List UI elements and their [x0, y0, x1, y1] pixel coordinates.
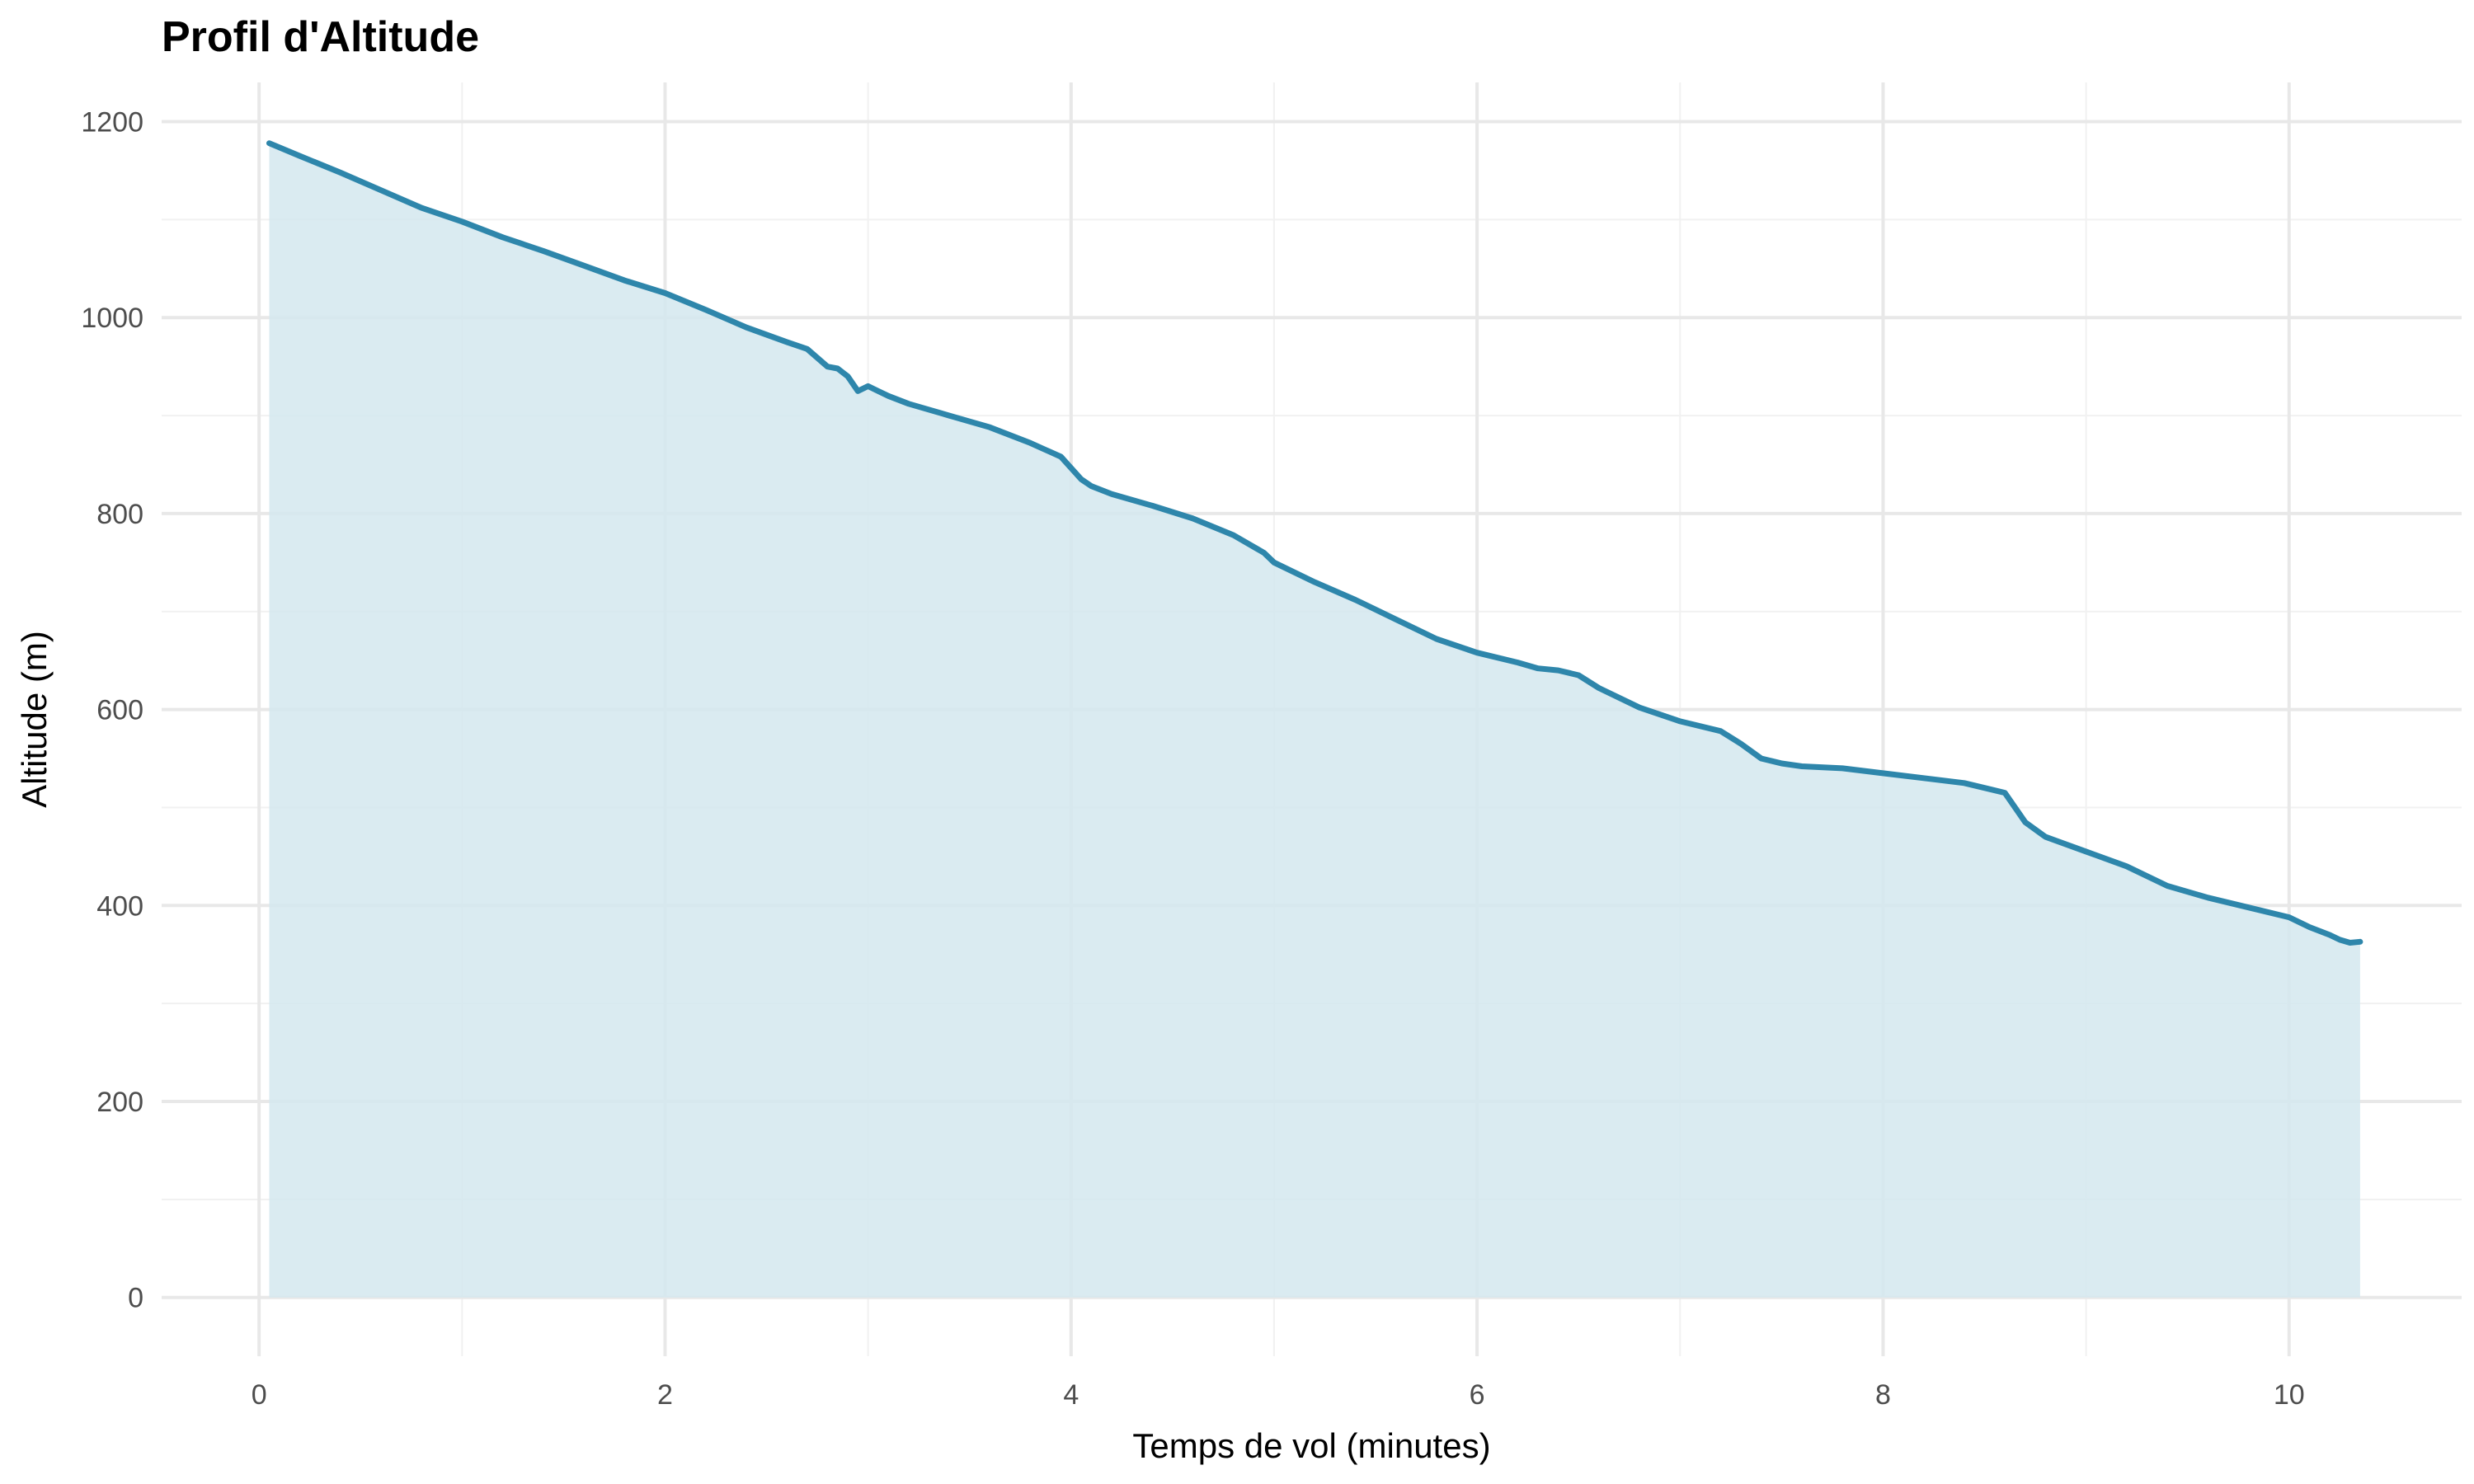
y-tick-label: 0 [128, 1283, 143, 1314]
chart-title: Profil d'Altitude [162, 13, 479, 61]
x-tick-label: 8 [1875, 1379, 1891, 1411]
y-tick-label: 200 [96, 1087, 143, 1118]
x-tick-label: 0 [252, 1379, 267, 1411]
x-axis-title: Temps de vol (minutes) [1132, 1426, 1490, 1465]
altitude-line [266, 140, 2363, 946]
y-tick-label: 800 [96, 499, 143, 530]
y-axis-tick-labels: 0 200 400 600 800 1000 1200 [81, 107, 143, 1314]
x-tick-label: 6 [1470, 1379, 1485, 1411]
y-axis-title: Altitude (m) [15, 631, 54, 808]
y-tick-label: 1000 [81, 303, 143, 334]
y-tick-label: 600 [96, 695, 143, 726]
x-tick-label: 10 [2274, 1379, 2305, 1411]
altitude-area-fill [269, 143, 2360, 1298]
x-axis-tick-labels: 0 2 4 6 8 10 [252, 1379, 2305, 1411]
x-tick-label: 2 [657, 1379, 673, 1411]
y-tick-label: 1200 [81, 107, 143, 139]
y-tick-label: 400 [96, 890, 143, 922]
x-tick-label: 4 [1063, 1379, 1079, 1411]
